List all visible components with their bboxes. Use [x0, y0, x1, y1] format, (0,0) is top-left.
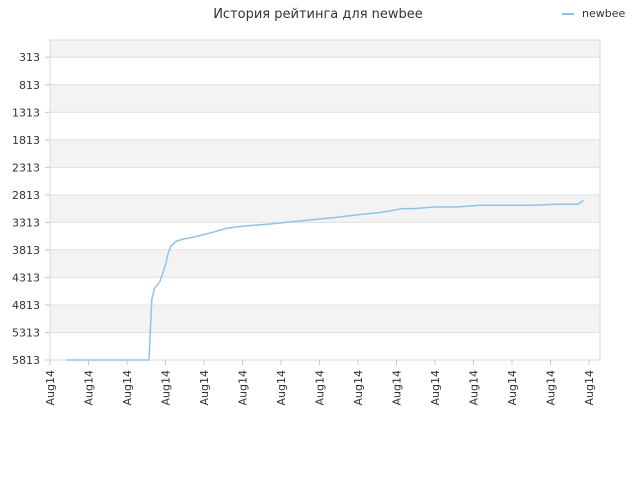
y-tick-label: 4313	[12, 271, 40, 284]
y-tick-label: 1813	[12, 134, 40, 147]
plot-band	[50, 249, 600, 278]
y-tick-label: 2813	[12, 189, 40, 202]
y-tick-label: 4813	[12, 299, 40, 312]
y-tick-label: 313	[19, 51, 40, 64]
x-tick-label: Aug14	[583, 370, 596, 405]
series-line-newbee	[66, 199, 584, 361]
x-tick-label: Aug14	[352, 370, 365, 405]
x-tick-label: Aug14	[83, 370, 96, 405]
y-tick-label: 5313	[12, 326, 40, 339]
x-tick-label: Aug14	[314, 370, 327, 405]
legend-label-newbee[interactable]: newbee	[582, 7, 625, 20]
grid-lines	[50, 56, 600, 361]
series-lines	[66, 199, 584, 361]
x-tick-label: Aug14	[429, 370, 442, 405]
y-tick-label: 2313	[12, 161, 40, 174]
y-tick-label: 3313	[12, 216, 40, 229]
legend[interactable]: newbee	[562, 7, 625, 20]
x-tick-label: Aug14	[275, 370, 288, 405]
x-tick-label: Aug14	[391, 370, 404, 405]
x-tick-label: Aug14	[237, 370, 250, 405]
x-tick-label: Aug14	[545, 370, 558, 405]
plot-frame	[49, 39, 601, 361]
y-tick-label: 3813	[12, 244, 40, 257]
plot-band	[50, 84, 600, 113]
x-axis-ticks: Aug14 Aug14 Aug14 Aug14 Aug14 Aug14 Aug14 Aug14…	[44, 360, 596, 405]
y-tick-label: 1313	[12, 106, 40, 119]
y-tick-label: 5813	[12, 354, 40, 367]
x-tick-label: Aug14	[44, 370, 57, 405]
plot-band	[50, 40, 600, 58]
chart-title: История рейтинга для newbee	[213, 7, 423, 22]
x-tick-label: Aug14	[506, 370, 519, 405]
plot-bands	[50, 40, 600, 333]
x-tick-label: Aug14	[198, 370, 211, 405]
plot-band	[50, 139, 600, 168]
x-tick-label: Aug14	[121, 370, 134, 405]
x-tick-label: Aug14	[468, 370, 481, 405]
plot-band	[50, 304, 600, 333]
y-tick-label: 813	[19, 79, 40, 92]
x-tick-label: Aug14	[160, 370, 173, 405]
y-axis-ticks: 313 813 1313 1813 2313 2813 3313 3813 4313 4813 53…	[12, 51, 50, 367]
